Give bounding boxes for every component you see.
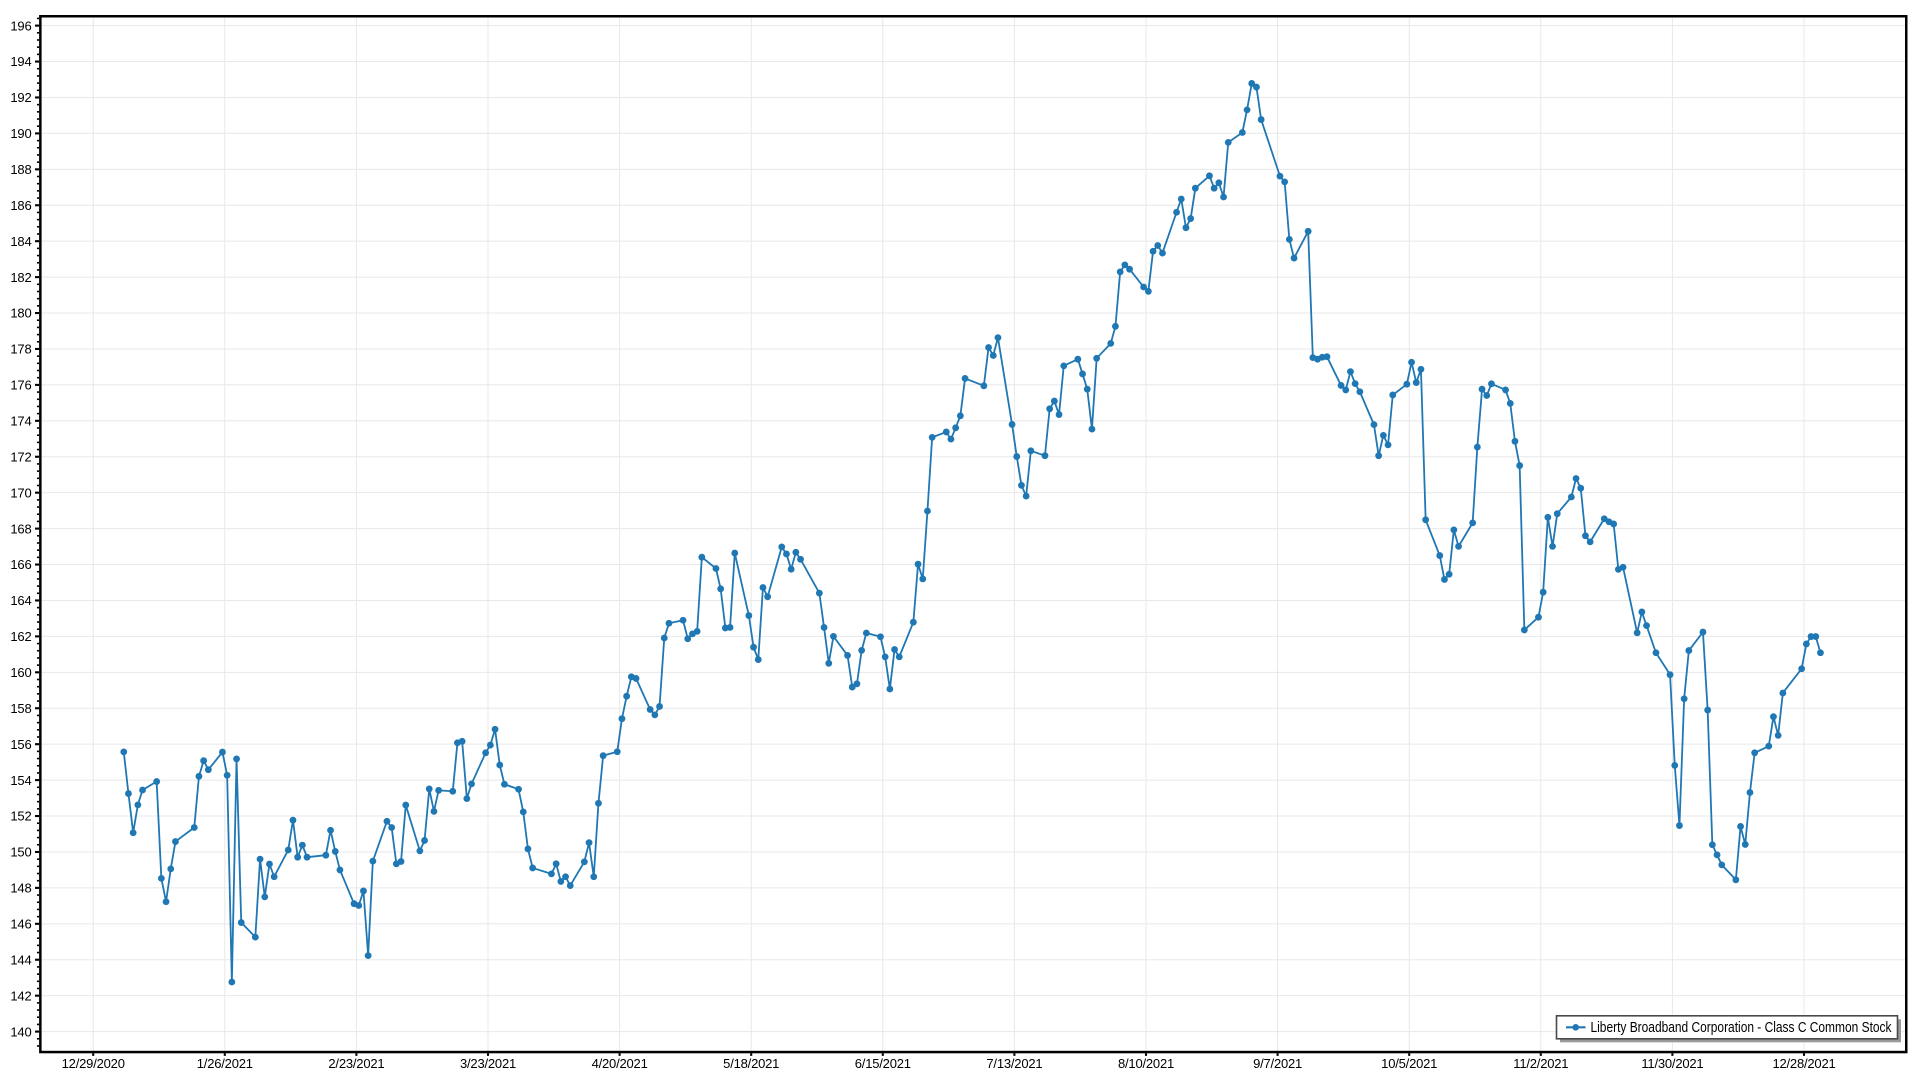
svg-text:144: 144 [10, 952, 31, 967]
svg-text:186: 186 [10, 198, 31, 213]
svg-text:Liberty Broadband Corporation: Liberty Broadband Corporation - Class C … [1591, 1019, 1892, 1036]
svg-text:140: 140 [10, 1024, 31, 1039]
svg-text:5/18/2021: 5/18/2021 [723, 1056, 779, 1071]
svg-text:7/13/2021: 7/13/2021 [986, 1056, 1042, 1071]
svg-text:176: 176 [10, 378, 31, 393]
svg-text:168: 168 [10, 521, 31, 536]
svg-text:152: 152 [10, 809, 31, 824]
svg-text:180: 180 [10, 306, 31, 321]
svg-text:182: 182 [10, 270, 31, 285]
svg-text:142: 142 [10, 988, 31, 1003]
svg-text:188: 188 [10, 162, 31, 177]
svg-text:196: 196 [10, 18, 31, 33]
svg-text:170: 170 [10, 485, 31, 500]
svg-text:4/20/2021: 4/20/2021 [592, 1056, 648, 1071]
svg-text:184: 184 [10, 234, 31, 249]
svg-text:11/2/2021: 11/2/2021 [1513, 1056, 1568, 1071]
svg-text:156: 156 [10, 737, 31, 752]
svg-text:166: 166 [10, 557, 31, 572]
svg-text:12/28/2021: 12/28/2021 [1772, 1056, 1835, 1071]
svg-text:150: 150 [10, 845, 31, 860]
svg-text:162: 162 [10, 629, 31, 644]
svg-text:3/23/2021: 3/23/2021 [460, 1056, 516, 1071]
svg-text:174: 174 [10, 414, 31, 429]
svg-text:172: 172 [10, 449, 31, 464]
svg-text:154: 154 [10, 773, 31, 788]
svg-text:1/26/2021: 1/26/2021 [197, 1056, 253, 1071]
svg-text:12/29/2020: 12/29/2020 [62, 1056, 125, 1071]
svg-text:194: 194 [10, 54, 31, 69]
svg-text:148: 148 [10, 881, 31, 896]
svg-text:160: 160 [10, 665, 31, 680]
svg-text:11/30/2021: 11/30/2021 [1641, 1056, 1703, 1071]
svg-text:2/23/2021: 2/23/2021 [328, 1056, 384, 1071]
svg-text:164: 164 [10, 593, 31, 608]
svg-text:190: 190 [10, 126, 31, 141]
svg-text:192: 192 [10, 90, 31, 105]
svg-text:158: 158 [10, 701, 31, 716]
svg-text:6/15/2021: 6/15/2021 [855, 1056, 911, 1071]
svg-text:8/10/2021: 8/10/2021 [1118, 1056, 1174, 1071]
svg-text:9/7/2021: 9/7/2021 [1253, 1056, 1302, 1071]
svg-text:146: 146 [10, 917, 31, 932]
svg-text:178: 178 [10, 342, 31, 357]
svg-text:10/5/2021: 10/5/2021 [1381, 1056, 1437, 1071]
